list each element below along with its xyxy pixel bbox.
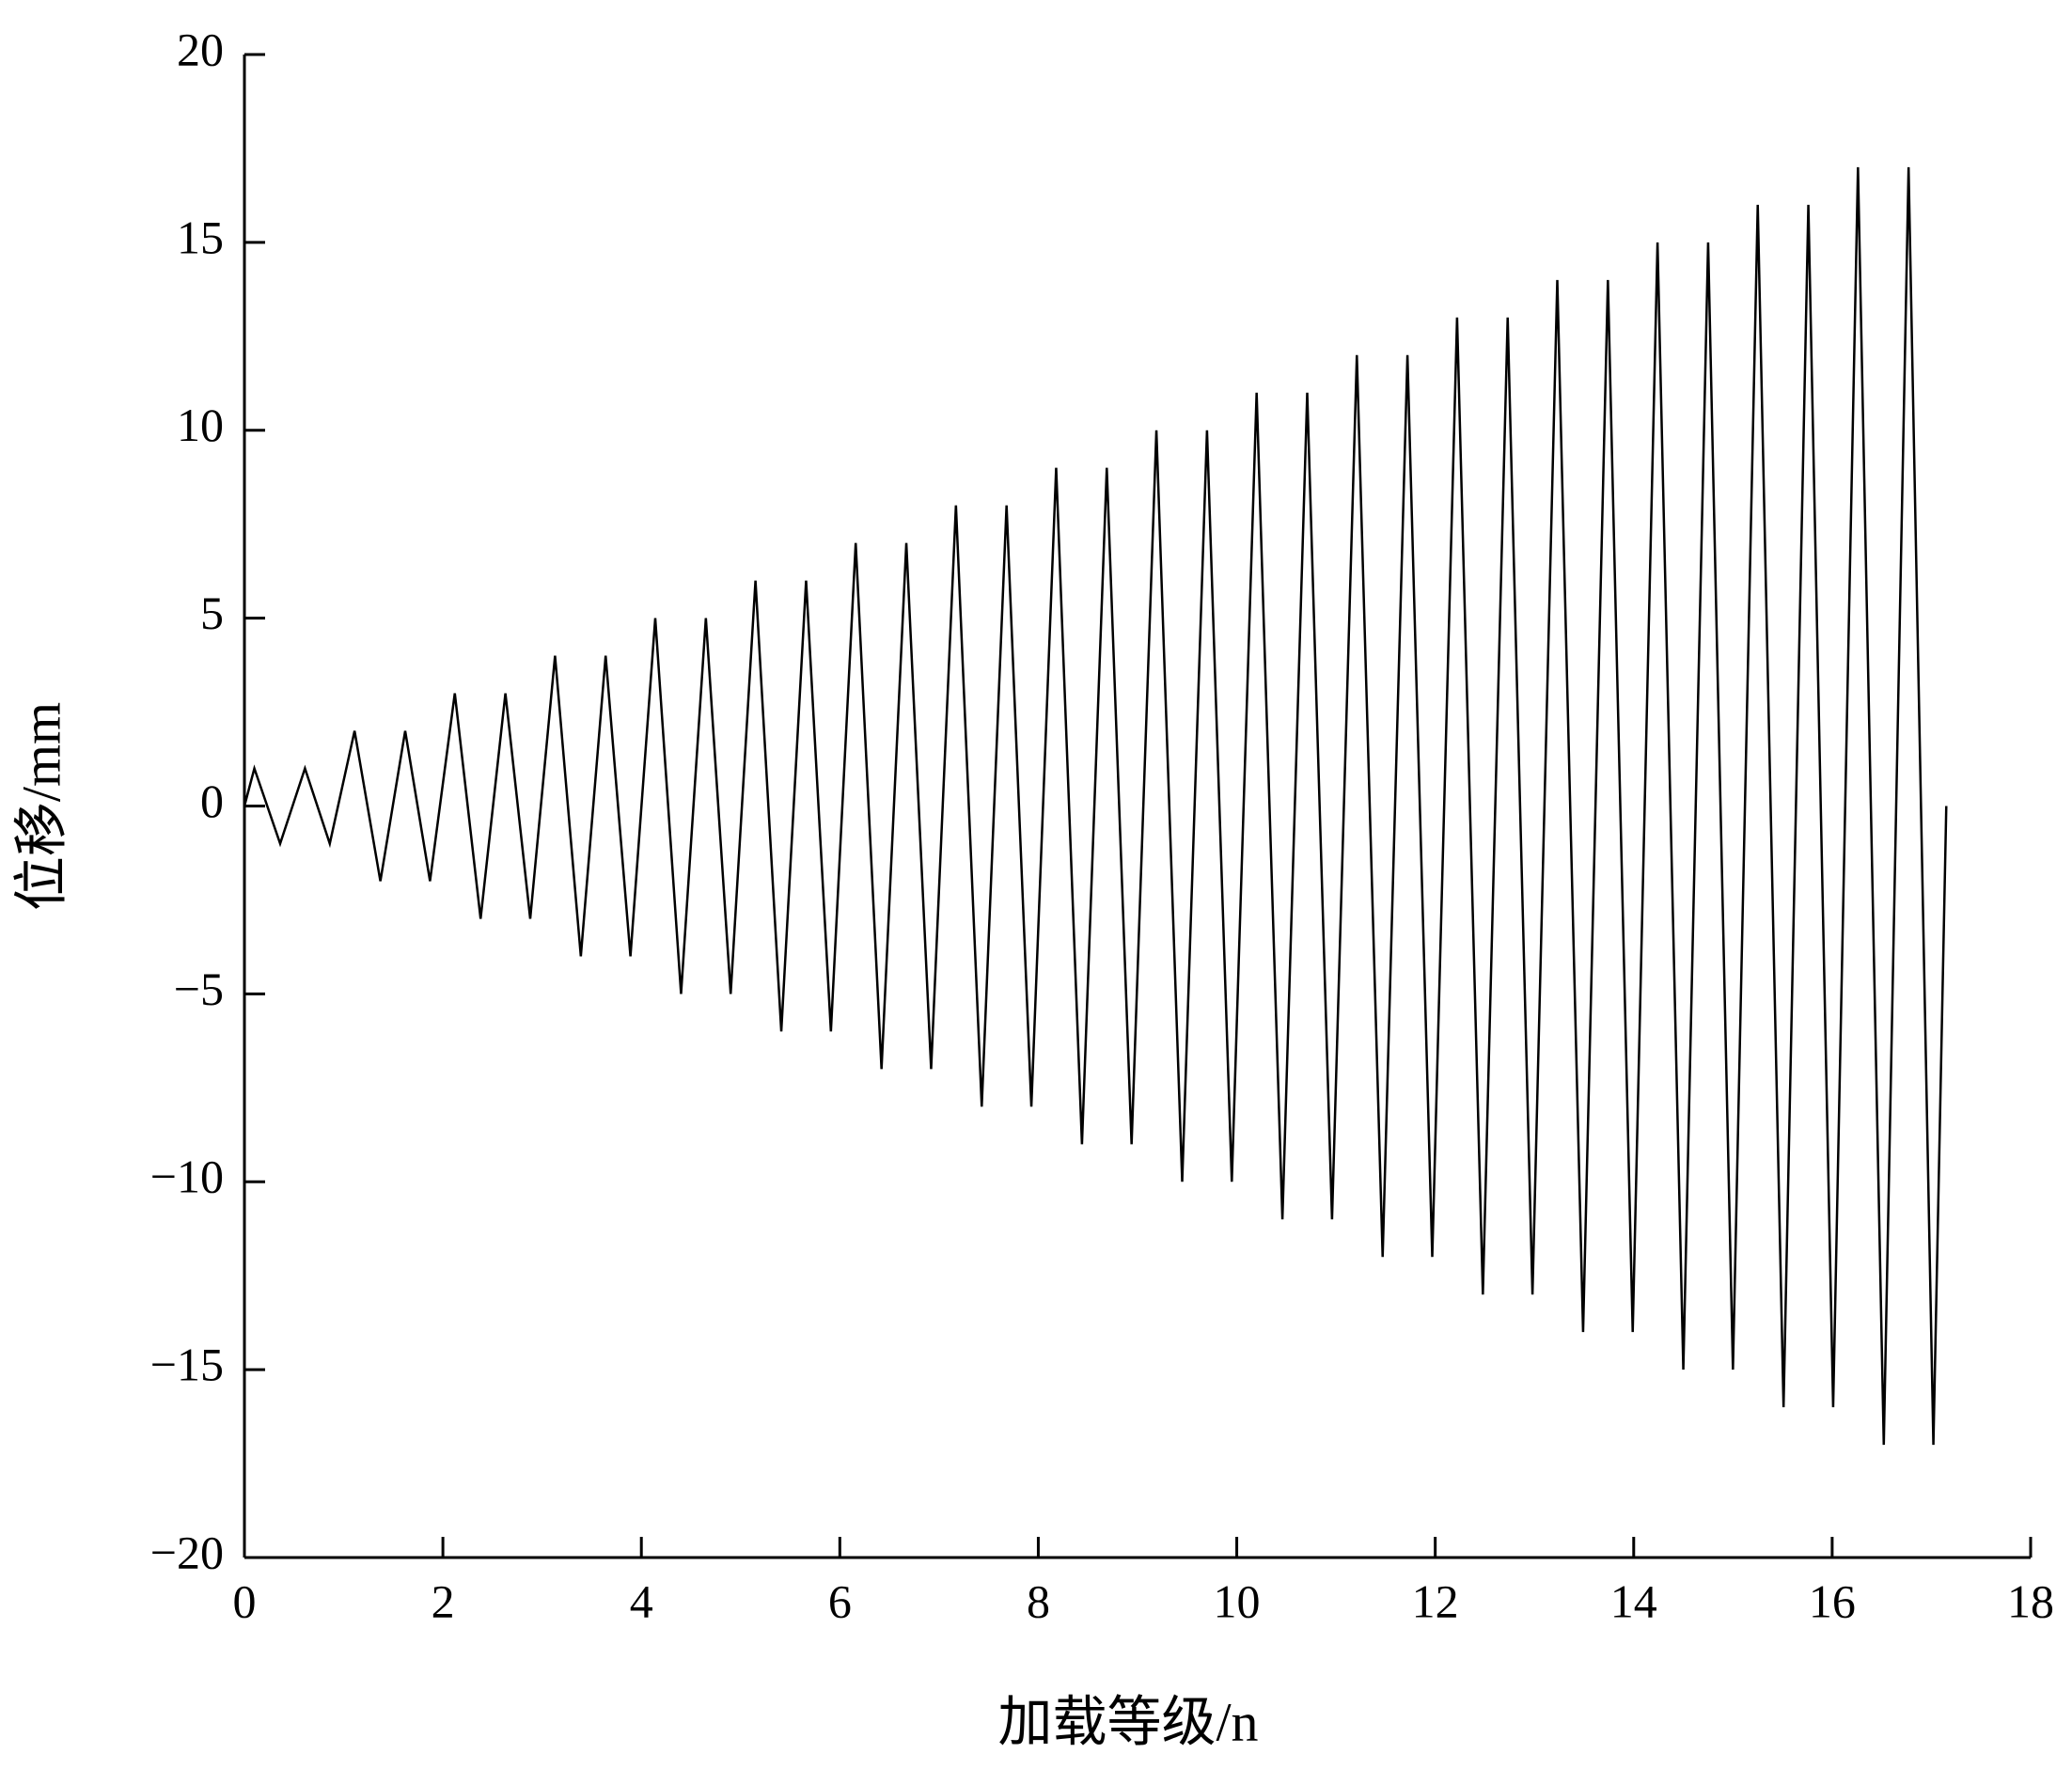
y-tick-label: 15 <box>177 211 224 263</box>
x-tick-label: 10 <box>1214 1574 1261 1627</box>
y-tick-label: −15 <box>150 1339 224 1391</box>
y-axis-label: 位移/mm <box>10 702 71 911</box>
x-tick-label: 18 <box>2007 1574 2054 1627</box>
y-tick-label: 5 <box>200 587 224 639</box>
x-tick-label: 0 <box>233 1574 257 1627</box>
x-tick-label: 12 <box>1412 1574 1459 1627</box>
y-tick-label: −20 <box>150 1526 224 1578</box>
y-tick-label: 20 <box>177 23 224 75</box>
x-tick-label: 8 <box>1027 1574 1050 1627</box>
x-tick-label: 6 <box>828 1574 852 1627</box>
x-tick-label: 14 <box>1610 1574 1657 1627</box>
x-tick-label: 16 <box>1809 1574 1856 1627</box>
y-tick-label: 0 <box>200 775 224 827</box>
data-line <box>243 166 1948 1446</box>
y-tick-label: −5 <box>174 963 224 1015</box>
y-tick-label: 10 <box>177 399 224 451</box>
x-tick-label: 4 <box>630 1574 653 1627</box>
x-axis-label: 加载等级/n <box>997 1691 1258 1752</box>
y-tick-label: −10 <box>150 1151 224 1203</box>
x-tick-label: 2 <box>432 1574 455 1627</box>
